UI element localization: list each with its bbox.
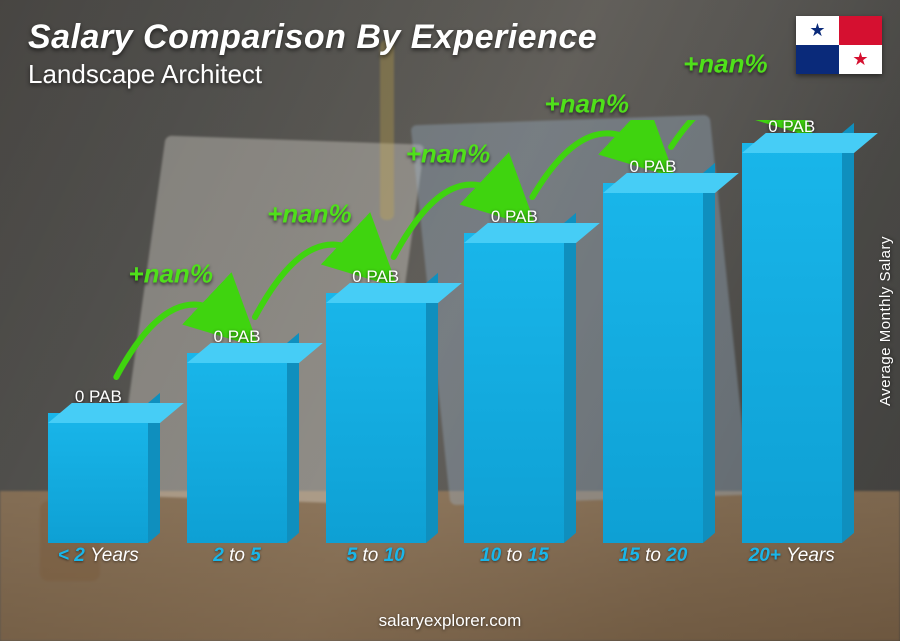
bar-shape <box>742 143 842 543</box>
bar-shape <box>326 293 426 543</box>
flag-quadrant <box>839 16 882 45</box>
bar-chart: 0 PAB0 PAB0 PAB0 PAB0 PAB0 PAB < 2 Years… <box>40 120 850 571</box>
bar-2: 0 PAB <box>317 267 434 543</box>
y-axis-label: Average Monthly Salary <box>877 236 894 406</box>
x-label: 2 to 5 <box>179 545 296 571</box>
bar-shape <box>187 353 287 543</box>
increase-label: +nan% <box>128 259 213 290</box>
bar-shape <box>48 413 148 543</box>
increase-label: +nan% <box>267 199 352 230</box>
bar-1: 0 PAB <box>179 327 296 543</box>
bar-shape <box>603 183 703 543</box>
x-axis-labels: < 2 Years 2 to 5 5 to 10 10 to 15 15 to 20 20… <box>40 545 850 571</box>
bar-0: 0 PAB <box>40 387 157 543</box>
footer-credit: salaryexplorer.com <box>0 611 900 631</box>
flag-quadrant <box>796 45 839 74</box>
title-block: Salary Comparison By Experience Landscap… <box>28 18 597 90</box>
x-label: 20+ Years <box>733 545 850 571</box>
x-label: < 2 Years <box>40 545 157 571</box>
bar-4: 0 PAB <box>595 157 712 543</box>
infographic-stage: Salary Comparison By Experience Landscap… <box>0 0 900 641</box>
x-label: 5 to 10 <box>317 545 434 571</box>
flag-quadrant: ★ <box>796 16 839 45</box>
bars-container: 0 PAB0 PAB0 PAB0 PAB0 PAB0 PAB <box>40 120 850 543</box>
x-label: 10 to 15 <box>456 545 573 571</box>
bar-shape <box>464 233 564 543</box>
x-label: 15 to 20 <box>595 545 712 571</box>
bar-5: 0 PAB <box>733 117 850 543</box>
increase-label: +nan% <box>683 49 768 80</box>
increase-label: +nan% <box>544 89 629 120</box>
flag-quadrant: ★ <box>839 45 882 74</box>
bar-3: 0 PAB <box>456 207 573 543</box>
page-subtitle: Landscape Architect <box>28 59 597 90</box>
page-title: Salary Comparison By Experience <box>28 18 597 57</box>
flag-panama: ★ ★ <box>796 16 882 74</box>
increase-label: +nan% <box>406 139 491 170</box>
